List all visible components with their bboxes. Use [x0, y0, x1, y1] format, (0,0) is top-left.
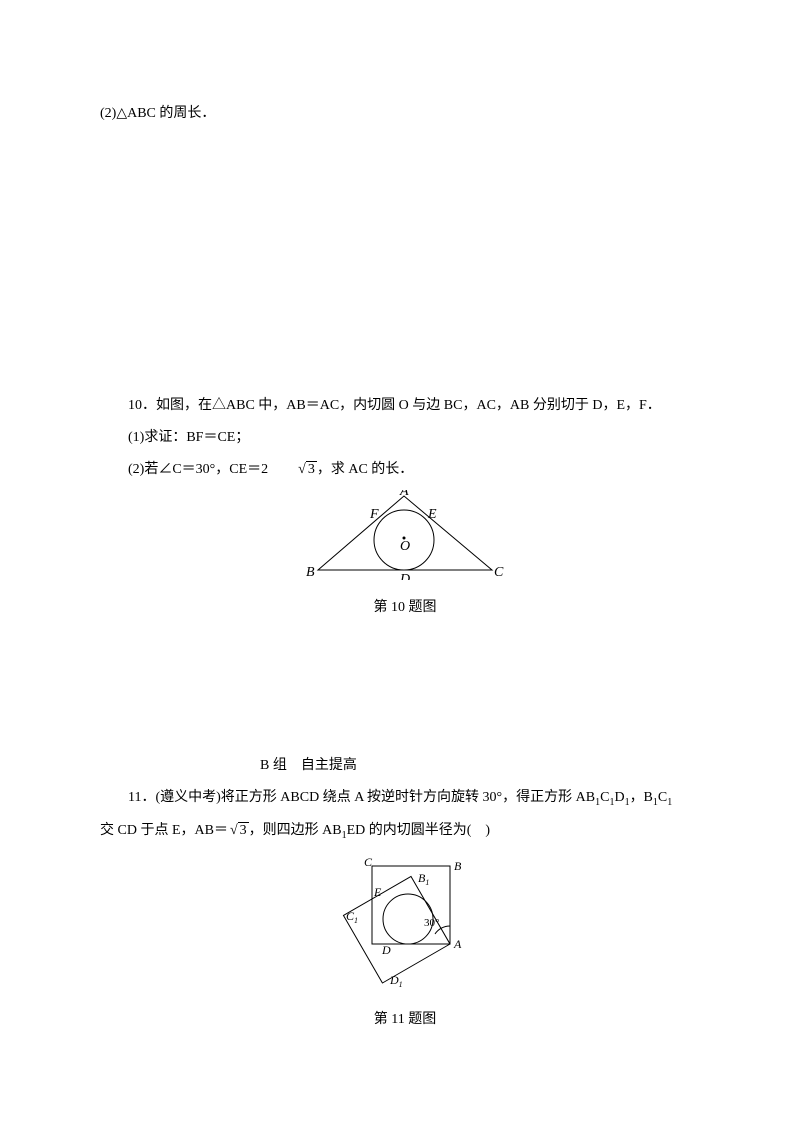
label-B: B — [306, 565, 315, 580]
q11-mid4: C — [658, 790, 667, 805]
q-abc-perimeter: (2)△ABC 的周长． — [100, 100, 710, 128]
q11-line2-prefix: 交 CD 于点 E，AB＝ — [100, 823, 228, 838]
label-D: D — [399, 572, 410, 580]
q11-line2-radicand: 3 — [238, 822, 249, 838]
q11-stem-prefix: 11．(遵义中考)将正方形 ABCD 绕点 A 按逆时针方向旋转 30°，得正方… — [128, 790, 595, 805]
q10-stem: 10．如图，在△ABC 中，AB＝AC，内切圆 O 与边 BC，AC，AB 分别… — [100, 392, 710, 420]
label-E2: E — [373, 885, 382, 899]
q10-figure: A B C D E F O — [100, 490, 710, 580]
q11-figure: A B C D B1 C1 D1 E 30° — [100, 852, 710, 992]
q11-line2-mid: ，则四边形 AB — [249, 823, 342, 838]
q10-caption: 第 10 题图 — [100, 594, 710, 622]
q10-part2-prefix: (2)若∠C＝30°，CE＝2 — [128, 462, 268, 477]
label-angle30: 30° — [424, 917, 439, 929]
label-B1: B1 — [418, 871, 429, 887]
q11-line2-suffix: ED 的内切圆半径为( ) — [347, 823, 491, 838]
label-F: F — [369, 507, 379, 522]
label-A2: A — [453, 937, 462, 951]
label-D1: D1 — [389, 973, 403, 989]
spacer-2 — [100, 632, 710, 752]
label-C1: C1 — [346, 909, 358, 925]
sqrt-icon-2: 3 — [228, 817, 249, 845]
label-B2: B — [454, 859, 462, 873]
label-E: E — [427, 507, 437, 522]
sub-c1b: 1 — [667, 797, 672, 808]
q10-part2-suffix: ，求 AC 的长． — [317, 462, 413, 477]
q11-caption: 第 11 题图 — [100, 1006, 710, 1034]
label-D2: D — [381, 943, 391, 957]
label-A: A — [399, 490, 409, 499]
section-b-title: B 组 自主提高 — [100, 752, 710, 780]
sqrt-icon: 3 — [268, 456, 317, 484]
q11-svg: A B C D B1 C1 D1 E 30° — [320, 852, 490, 992]
label-C2: C — [364, 855, 373, 869]
q11-mid3: ，B — [630, 790, 653, 805]
label-O: O — [400, 539, 410, 554]
q11-mid2: D — [614, 790, 624, 805]
label-C: C — [494, 565, 504, 580]
q10-part2: (2)若∠C＝30°，CE＝2 3，求 AC 的长． — [100, 456, 710, 484]
q10-part2-radicand: 3 — [306, 461, 317, 477]
q10-part1: (1)求证：BF＝CE； — [100, 424, 710, 452]
spacer-1 — [100, 132, 710, 392]
q10-svg: A B C D E F O — [300, 490, 510, 580]
q11-stem-line2: 交 CD 于点 E，AB＝3，则四边形 AB1ED 的内切圆半径为( ) — [100, 817, 710, 846]
q11-stem-line1: 11．(遵义中考)将正方形 ABCD 绕点 A 按逆时针方向旋转 30°，得正方… — [100, 784, 710, 813]
